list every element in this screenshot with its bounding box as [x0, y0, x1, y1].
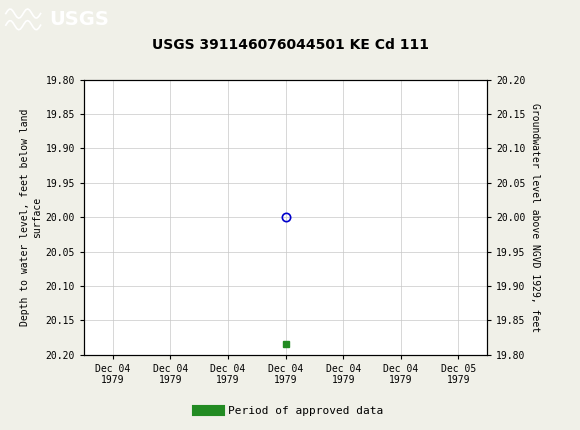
Y-axis label: Depth to water level, feet below land
surface: Depth to water level, feet below land su… — [20, 108, 42, 326]
Text: USGS: USGS — [49, 10, 109, 29]
Text: USGS 391146076044501 KE Cd 111: USGS 391146076044501 KE Cd 111 — [151, 38, 429, 52]
Y-axis label: Groundwater level above NGVD 1929, feet: Groundwater level above NGVD 1929, feet — [530, 103, 540, 332]
Legend: Period of approved data: Period of approved data — [193, 401, 387, 420]
